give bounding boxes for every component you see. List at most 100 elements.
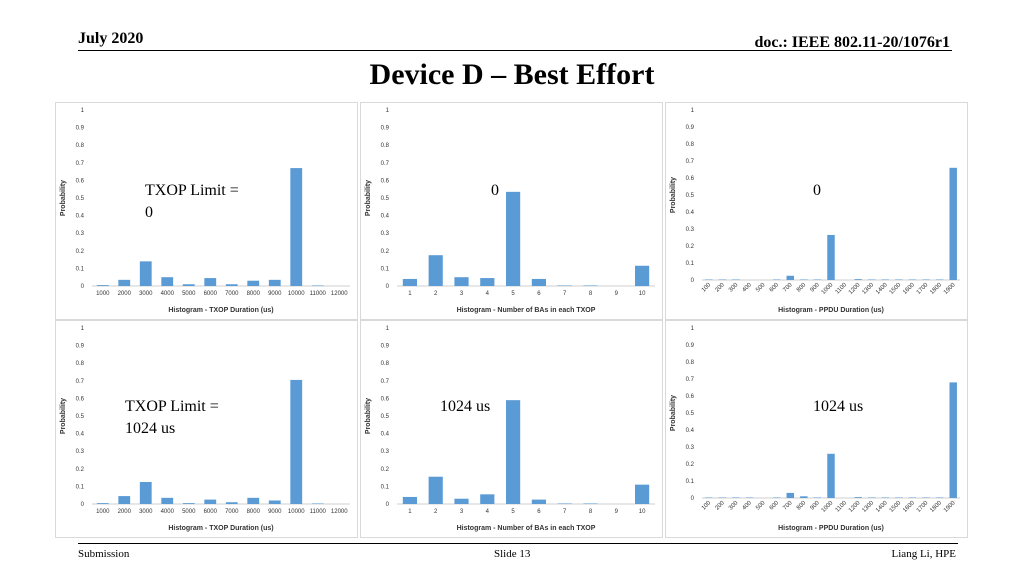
annotation-bas-limit-1024: 1024 us xyxy=(440,398,491,415)
bar xyxy=(718,279,727,280)
bar xyxy=(454,277,469,286)
y-tick-label: 0.3 xyxy=(686,445,695,451)
y-tick-label: 0.4 xyxy=(381,214,390,220)
y-tick-label: 0.5 xyxy=(686,193,695,199)
y-tick-label: 0.3 xyxy=(76,449,85,455)
y-tick-label: 0 xyxy=(691,278,695,284)
x-tick-label: 5 xyxy=(511,291,515,297)
y-tick-label: 0.4 xyxy=(686,428,695,434)
x-tick-label: 900 xyxy=(810,282,822,294)
annotation-line: 1024 us xyxy=(125,420,176,437)
bar xyxy=(428,255,443,286)
x-tick-label: 900 xyxy=(810,500,822,512)
annotation-txop-limit-1024: TXOP Limit = 1024 us xyxy=(125,396,219,440)
chart-frame xyxy=(55,320,358,538)
x-axis-title: Histogram - PPDU Duration (us) xyxy=(778,525,884,532)
bar xyxy=(786,492,794,498)
x-tick-label: 800 xyxy=(796,500,808,512)
x-tick-label: 4 xyxy=(486,509,490,515)
bar xyxy=(311,285,324,286)
x-tick-label: 3 xyxy=(460,509,464,515)
bar xyxy=(949,167,957,280)
y-tick-label: 0.9 xyxy=(76,126,85,132)
bar xyxy=(506,191,521,286)
bar xyxy=(813,279,822,280)
x-tick-label: 1300 xyxy=(861,500,875,514)
y-tick-label: 1 xyxy=(81,326,85,332)
bar xyxy=(718,497,727,498)
x-axis-title: Histogram - PPDU Duration (us) xyxy=(778,307,884,314)
y-tick-label: 0.4 xyxy=(76,214,85,220)
bar xyxy=(225,502,238,504)
annotation-ppdu-limit-1024: 1024 us xyxy=(813,398,864,415)
y-tick-label: 0.5 xyxy=(76,414,85,420)
bar xyxy=(635,265,650,286)
x-tick-label: 1700 xyxy=(916,282,930,296)
x-tick-label: 2 xyxy=(434,509,438,515)
x-tick-label: 500 xyxy=(755,282,767,294)
y-tick-label: 0.2 xyxy=(381,249,390,255)
x-tick-label: 1600 xyxy=(902,282,916,296)
y-tick-label: 0.4 xyxy=(76,432,85,438)
bar xyxy=(480,494,495,504)
y-tick-label: 0.9 xyxy=(686,125,695,131)
x-tick-label: 4 xyxy=(486,291,490,297)
bar xyxy=(786,275,794,280)
bar xyxy=(118,496,131,504)
x-tick-label: 4000 xyxy=(161,291,175,297)
header-date: July 2020 xyxy=(78,30,144,47)
x-tick-label: 800 xyxy=(796,282,808,294)
chart-frame xyxy=(360,320,663,538)
y-tick-label: 1 xyxy=(691,326,695,332)
y-tick-label: 0.6 xyxy=(76,396,85,402)
y-tick-label: 0.8 xyxy=(686,360,695,366)
bar xyxy=(557,503,572,504)
y-tick-label: 0.2 xyxy=(686,244,695,250)
bar xyxy=(868,279,876,280)
x-tick-label: 12000 xyxy=(331,509,348,515)
x-tick-label: 1600 xyxy=(902,500,916,514)
bar xyxy=(182,284,195,286)
y-tick-label: 0.1 xyxy=(381,484,390,490)
x-tick-label: 2 xyxy=(434,291,438,297)
bar xyxy=(182,503,195,504)
x-tick-label: 1800 xyxy=(929,500,943,514)
y-tick-label: 0.5 xyxy=(381,414,390,420)
y-tick-label: 1 xyxy=(386,108,390,114)
x-tick-label: 1300 xyxy=(861,282,875,296)
x-tick-label: 1000 xyxy=(96,509,110,515)
footer-slide-number: Slide 13 xyxy=(494,548,531,560)
x-tick-label: 1000 xyxy=(821,500,835,514)
y-tick-label: 0.1 xyxy=(76,484,85,490)
y-tick-label: 0.8 xyxy=(686,142,695,148)
y-tick-label: 0.4 xyxy=(381,432,390,438)
bar xyxy=(868,497,876,498)
x-tick-label: 9000 xyxy=(268,509,282,515)
chart-frame xyxy=(665,102,968,320)
x-tick-label: 2000 xyxy=(118,509,132,515)
x-tick-label: 3000 xyxy=(139,509,153,515)
bar xyxy=(895,279,903,280)
bar xyxy=(480,278,495,286)
bar xyxy=(557,285,572,286)
y-tick-label: 0.2 xyxy=(686,462,695,468)
footer-author: Liang Li, HPE xyxy=(891,548,956,560)
x-tick-label: 1500 xyxy=(889,282,903,296)
x-tick-label: 7 xyxy=(563,291,567,297)
x-tick-label: 5000 xyxy=(182,509,196,515)
y-tick-label: 0.3 xyxy=(381,231,390,237)
bar xyxy=(161,497,174,504)
x-tick-label: 8000 xyxy=(247,509,261,515)
bar xyxy=(204,278,217,286)
y-tick-label: 0.8 xyxy=(381,143,390,149)
bar xyxy=(402,278,417,286)
x-tick-label: 1500 xyxy=(889,500,903,514)
bar xyxy=(800,496,808,498)
bar xyxy=(139,482,152,504)
bar xyxy=(922,279,930,280)
x-tick-label: 600 xyxy=(769,282,781,294)
chart-bas-per-txop-limit-1024: 0 0.1 0.2 0.3 0.4 0.5 0.6 0.7 0.8 0.9 1 1 2 3 4 5 6 7 8 9 10… xyxy=(360,320,663,538)
